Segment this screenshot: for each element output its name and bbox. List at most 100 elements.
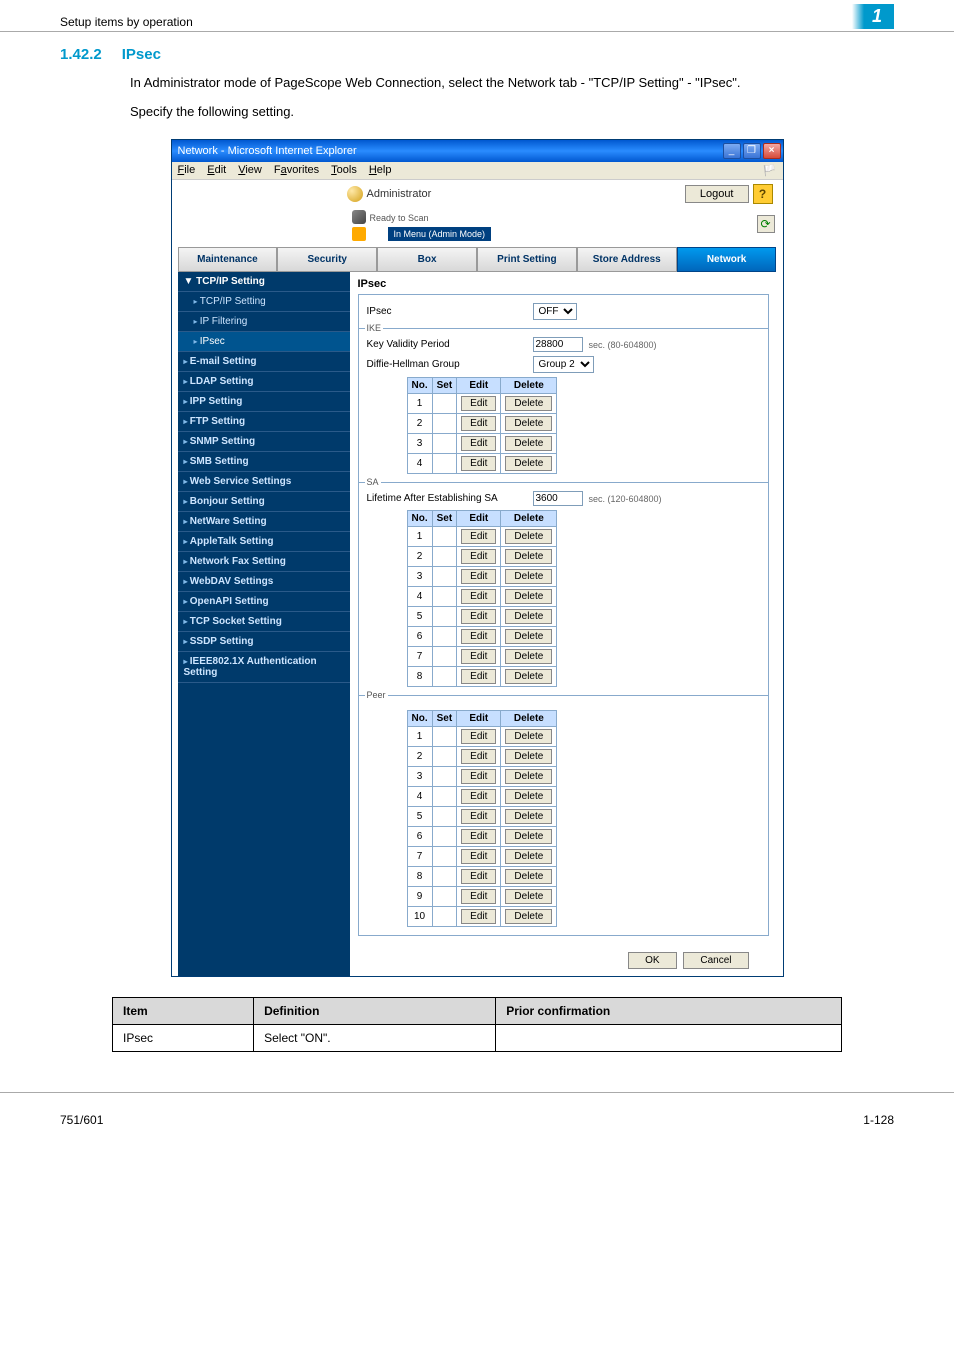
edit-button[interactable]: Edit (461, 669, 496, 684)
sa-input[interactable] (533, 491, 583, 506)
maximize-button[interactable]: ❐ (743, 143, 761, 159)
sidebar-item[interactable]: ▸ IEEE802.1X Authentication Setting (178, 652, 350, 683)
delete-button[interactable]: Delete (505, 749, 552, 764)
sidebar-item[interactable]: ▸ FTP Setting (178, 412, 350, 432)
ok-button[interactable]: OK (628, 952, 676, 969)
edit-button[interactable]: Edit (461, 849, 496, 864)
edit-button[interactable]: Edit (461, 609, 496, 624)
sidebar-item[interactable]: ▸ TCP Socket Setting (178, 612, 350, 632)
edit-button[interactable]: Edit (461, 396, 496, 411)
sidebar-item[interactable]: ▸ SMB Setting (178, 452, 350, 472)
delete-button[interactable]: Delete (505, 436, 552, 451)
menu-favorites[interactable]: Favorites (274, 164, 319, 177)
edit-button[interactable]: Edit (461, 629, 496, 644)
edit-button[interactable]: Edit (461, 789, 496, 804)
delete-button[interactable]: Delete (505, 809, 552, 824)
close-button[interactable]: × (763, 143, 781, 159)
edit-button[interactable]: Edit (461, 729, 496, 744)
edit-button[interactable]: Edit (461, 749, 496, 764)
sidebar-item[interactable]: ▸ WebDAV Settings (178, 572, 350, 592)
sidebar-item[interactable]: IPsec (178, 332, 350, 352)
menu-help[interactable]: Help (369, 164, 392, 177)
menu-edit[interactable]: Edit (207, 164, 226, 177)
sidebar-item[interactable]: ▸ Bonjour Setting (178, 492, 350, 512)
edit-button[interactable]: Edit (461, 649, 496, 664)
delete-button[interactable]: Delete (505, 649, 552, 664)
sidebar-item[interactable]: ▸ Network Fax Setting (178, 552, 350, 572)
delete-button[interactable]: Delete (505, 609, 552, 624)
section-number: 1.42.2 (60, 46, 102, 63)
content-area: Administrator Logout ? Ready to Scan In … (172, 180, 783, 976)
edit-button[interactable]: Edit (461, 909, 496, 924)
edit-button[interactable]: Edit (461, 589, 496, 604)
delete-button[interactable]: Delete (505, 416, 552, 431)
sidebar-item[interactable]: ▸ NetWare Setting (178, 512, 350, 532)
sidebar-item[interactable]: ▸ SSDP Setting (178, 632, 350, 652)
delete-button[interactable]: Delete (505, 456, 552, 471)
sidebar-item[interactable]: ▸ Web Service Settings (178, 472, 350, 492)
delete-button[interactable]: Delete (505, 669, 552, 684)
sidebar-item[interactable]: ▸ E-mail Setting (178, 352, 350, 372)
edit-button[interactable]: Edit (461, 569, 496, 584)
menu-file[interactable]: File (178, 164, 196, 177)
delete-button[interactable]: Delete (505, 769, 552, 784)
sidebar-item[interactable]: ▸ SNMP Setting (178, 432, 350, 452)
printer-icon (352, 210, 366, 224)
status-mode: In Menu (Admin Mode) (388, 227, 492, 241)
delete-button[interactable]: Delete (505, 629, 552, 644)
settings-panel: IPsec IPsec OFF IKE Key Validity Period … (350, 272, 777, 975)
tab-store-address[interactable]: Store Address (577, 247, 677, 272)
window-title: Network - Microsoft Internet Explorer (178, 145, 357, 157)
mode-icon (352, 227, 366, 241)
delete-button[interactable]: Delete (505, 789, 552, 804)
delete-button[interactable]: Delete (505, 569, 552, 584)
menu-tools[interactable]: Tools (331, 164, 357, 177)
help-button[interactable]: ? (753, 184, 773, 204)
tab-network[interactable]: Network (677, 247, 777, 272)
edit-button[interactable]: Edit (461, 529, 496, 544)
tab-print-setting[interactable]: Print Setting (477, 247, 577, 272)
sidebar-item[interactable]: ▼ TCP/IP Setting (178, 272, 350, 292)
delete-button[interactable]: Delete (505, 909, 552, 924)
sidebar-item[interactable]: ▸ OpenAPI Setting (178, 592, 350, 612)
edit-button[interactable]: Edit (461, 456, 496, 471)
status-ready: Ready to Scan (370, 213, 429, 223)
tab-security[interactable]: Security (277, 247, 377, 272)
tab-maintenance[interactable]: Maintenance (178, 247, 278, 272)
admin-icon (347, 186, 363, 202)
edit-button[interactable]: Edit (461, 809, 496, 824)
edit-button[interactable]: Edit (461, 769, 496, 784)
edit-button[interactable]: Edit (461, 416, 496, 431)
logout-button[interactable]: Logout (685, 185, 749, 203)
cancel-button[interactable]: Cancel (683, 952, 748, 969)
minimize-button[interactable]: _ (723, 143, 741, 159)
delete-button[interactable]: Delete (505, 529, 552, 544)
delete-button[interactable]: Delete (505, 849, 552, 864)
delete-button[interactable]: Delete (505, 889, 552, 904)
footer-right: 1-128 (863, 1113, 894, 1127)
ipsec-select[interactable]: OFF (533, 303, 577, 320)
delete-button[interactable]: Delete (505, 829, 552, 844)
sidebar-item[interactable]: TCP/IP Setting (178, 292, 350, 312)
delete-button[interactable]: Delete (505, 729, 552, 744)
delete-button[interactable]: Delete (505, 589, 552, 604)
sidebar-item[interactable]: ▸ LDAP Setting (178, 372, 350, 392)
sidebar-item[interactable]: IP Filtering (178, 312, 350, 332)
page-badge: 1 (852, 4, 894, 29)
menu-view[interactable]: View (238, 164, 262, 177)
edit-button[interactable]: Edit (461, 829, 496, 844)
edit-button[interactable]: Edit (461, 889, 496, 904)
edit-button[interactable]: Edit (461, 869, 496, 884)
sa-hint: sec. (120-604800) (589, 494, 662, 504)
ike-heading: IKE (365, 323, 384, 333)
sidebar-item[interactable]: ▸ IPP Setting (178, 392, 350, 412)
delete-button[interactable]: Delete (505, 549, 552, 564)
delete-button[interactable]: Delete (505, 869, 552, 884)
edit-button[interactable]: Edit (461, 549, 496, 564)
edit-button[interactable]: Edit (461, 436, 496, 451)
tab-box[interactable]: Box (377, 247, 477, 272)
delete-button[interactable]: Delete (505, 396, 552, 411)
sidebar-item[interactable]: ▸ AppleTalk Setting (178, 532, 350, 552)
kvp-input[interactable] (533, 337, 583, 352)
dh-select[interactable]: Group 2 (533, 356, 594, 373)
